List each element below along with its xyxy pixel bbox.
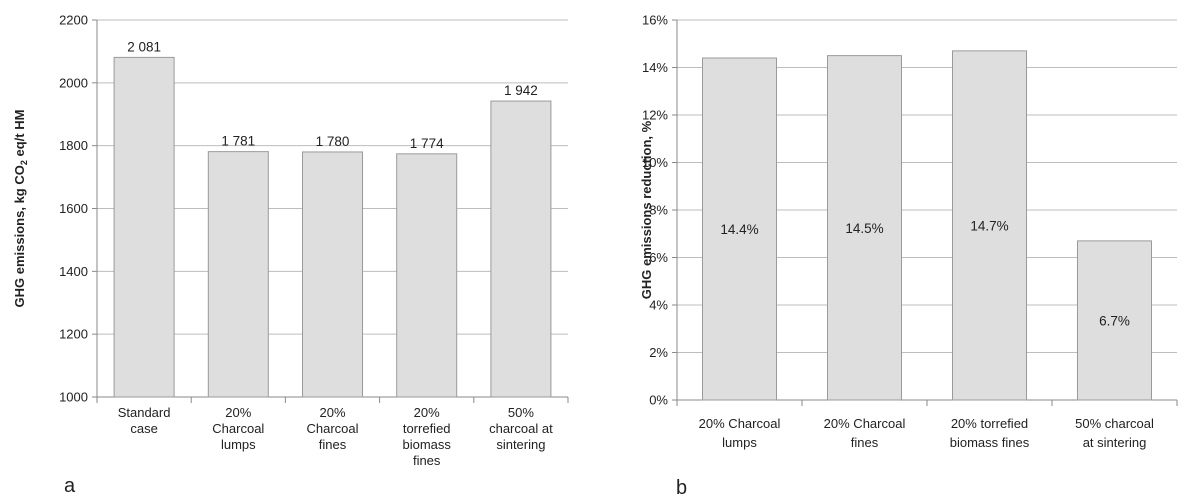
bar	[113, 56, 175, 398]
data-label: 1 781	[221, 134, 255, 149]
data-label: 14.7%	[970, 218, 1008, 233]
category-label: 20% torrefied biomass fines	[950, 416, 1030, 450]
bar	[702, 57, 777, 401]
y-axis-title: GHG emissions, kg CO2 eq/t HM	[12, 110, 29, 308]
bar	[490, 100, 552, 398]
y-tick-label: 14%	[642, 60, 668, 75]
y-tick-label: 16%	[642, 13, 668, 28]
y-tick-label: 4%	[649, 298, 668, 313]
y-tick-label: 0%	[649, 393, 668, 408]
y-tick-label: 1000	[59, 390, 88, 405]
panel-label: b	[676, 477, 687, 499]
chart-a: 1000 1200 1400 1600 1800 2000 2200 2 081 Standar…	[12, 13, 569, 497]
data-label: 2 081	[127, 39, 161, 54]
bar	[1077, 240, 1152, 401]
y-tick-label: 2%	[649, 345, 668, 360]
data-label: 1 774	[410, 136, 444, 151]
data-label: 1 942	[504, 83, 538, 98]
y-tick-label: 2000	[59, 75, 88, 90]
data-label: 14.5%	[845, 221, 883, 236]
y-tick-label: 2200	[59, 13, 88, 28]
category-label: 50% charcoal at sintering	[489, 405, 553, 452]
category-label: 20% Charcoal fines	[824, 416, 906, 450]
bar	[827, 55, 902, 401]
category-label: 20% torrefied biomass fines	[402, 405, 451, 468]
category-label: Standard case	[118, 405, 171, 436]
category-label: 50% charcoal at sintering	[1075, 416, 1154, 450]
data-label: 6.7%	[1099, 313, 1130, 328]
chart-b: 0% 2% 4% 6% 8% 10% 12% 14% 16% 14.4% 20% Charcoal l…	[639, 13, 1178, 499]
category-label: 20% Charcoal lumps	[212, 405, 264, 452]
bar	[396, 153, 458, 398]
y-tick-label: 10%	[642, 155, 668, 170]
category-label: 20% Charcoal lumps	[699, 416, 781, 450]
category-label: 20% Charcoal fines	[306, 405, 358, 452]
bar	[207, 151, 269, 398]
y-tick-label: 1400	[59, 264, 88, 279]
y-tick-label: 1800	[59, 138, 88, 153]
y-tick-label: 1200	[59, 327, 88, 342]
data-label: 1 780	[316, 134, 350, 149]
bar	[952, 50, 1027, 401]
panel-label: a	[64, 475, 76, 497]
data-label: 14.4%	[720, 222, 758, 237]
bar	[302, 151, 363, 398]
y-tick-label: 12%	[642, 108, 668, 123]
y-tick-label: 1600	[59, 201, 88, 216]
y-tick-label: 6%	[649, 250, 668, 265]
y-tick-label: 8%	[649, 203, 668, 218]
y-axis-title: GHG emissions reduction, %	[639, 120, 654, 299]
